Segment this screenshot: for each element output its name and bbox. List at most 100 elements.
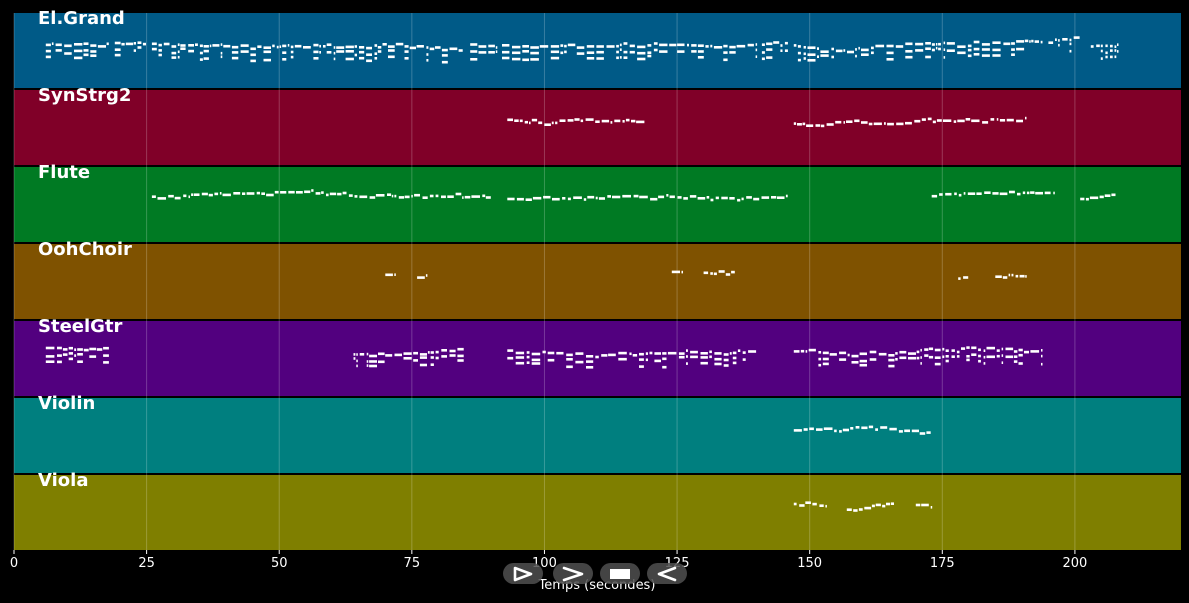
note: [785, 194, 788, 198]
note: [151, 47, 157, 51]
note: [531, 352, 541, 356]
note: [658, 195, 665, 199]
note: [106, 42, 109, 46]
note: [861, 121, 868, 124]
note: [793, 122, 797, 125]
note: [137, 46, 142, 49]
note: [942, 355, 945, 359]
note: [417, 276, 425, 279]
note: [90, 44, 97, 47]
note: [623, 42, 628, 45]
note: [905, 55, 913, 59]
note: [471, 195, 480, 198]
forward-button[interactable]: [553, 563, 593, 584]
note: [598, 197, 605, 200]
note: [157, 197, 166, 200]
note: [1013, 350, 1018, 353]
note: [725, 273, 731, 276]
note: [1105, 44, 1108, 48]
note: [566, 365, 573, 369]
note: [938, 42, 941, 46]
play-button[interactable]: [503, 563, 543, 584]
note: [125, 42, 134, 46]
note: [920, 348, 922, 352]
note: [880, 426, 888, 429]
note: [595, 196, 598, 200]
note: [89, 347, 97, 351]
note: [647, 51, 652, 54]
note: [916, 350, 920, 354]
note: [654, 352, 661, 355]
note: [915, 42, 924, 46]
note: [416, 45, 424, 48]
note: [214, 192, 219, 196]
note: [151, 42, 157, 46]
note: [114, 53, 121, 57]
note: [457, 359, 464, 362]
note: [220, 55, 223, 59]
note: [1031, 39, 1034, 43]
note: [1001, 354, 1004, 357]
note: [333, 57, 336, 61]
note: [1085, 197, 1089, 201]
note: [57, 346, 62, 350]
note: [1002, 276, 1008, 279]
x-tick-label: 50: [270, 556, 288, 571]
note: [946, 42, 955, 45]
note: [566, 353, 573, 357]
note: [435, 194, 439, 198]
note: [797, 45, 801, 48]
note: [374, 52, 378, 55]
note: [1025, 116, 1027, 120]
note: [855, 48, 857, 51]
note: [662, 352, 667, 355]
note: [904, 429, 910, 433]
note: [209, 44, 212, 48]
note: [290, 55, 294, 59]
stop-icon: [610, 568, 630, 579]
note: [645, 352, 648, 355]
note: [884, 122, 886, 125]
note: [616, 44, 619, 48]
note: [766, 56, 773, 59]
note: [530, 58, 539, 61]
track-band: [14, 475, 1181, 550]
note: [530, 46, 539, 49]
note: [199, 44, 203, 48]
note: [945, 359, 949, 363]
note: [68, 352, 73, 355]
note: [819, 504, 824, 507]
stop-button[interactable]: [600, 563, 640, 584]
note: [686, 349, 688, 352]
note: [287, 44, 290, 47]
note: [899, 350, 907, 354]
note: [954, 192, 957, 196]
note: [718, 270, 725, 273]
note: [457, 354, 464, 358]
note: [231, 45, 239, 49]
note: [345, 50, 354, 53]
note: [458, 49, 463, 52]
note: [992, 192, 999, 195]
note: [963, 276, 969, 279]
note: [586, 360, 594, 363]
note: [925, 55, 931, 59]
note: [967, 48, 972, 52]
track-label: SteelGtr: [38, 316, 123, 337]
note: [667, 351, 677, 355]
note: [843, 49, 846, 52]
note: [666, 194, 669, 197]
note: [575, 352, 584, 355]
note: [803, 46, 806, 49]
note: [608, 353, 616, 357]
note: [45, 360, 55, 363]
note: [315, 192, 321, 195]
note: [133, 49, 136, 52]
note: [89, 355, 97, 358]
note: [631, 119, 636, 123]
note: [850, 427, 854, 430]
note: [869, 350, 877, 354]
rewind-button[interactable]: [647, 563, 687, 584]
note: [1100, 57, 1103, 60]
note: [455, 192, 462, 196]
